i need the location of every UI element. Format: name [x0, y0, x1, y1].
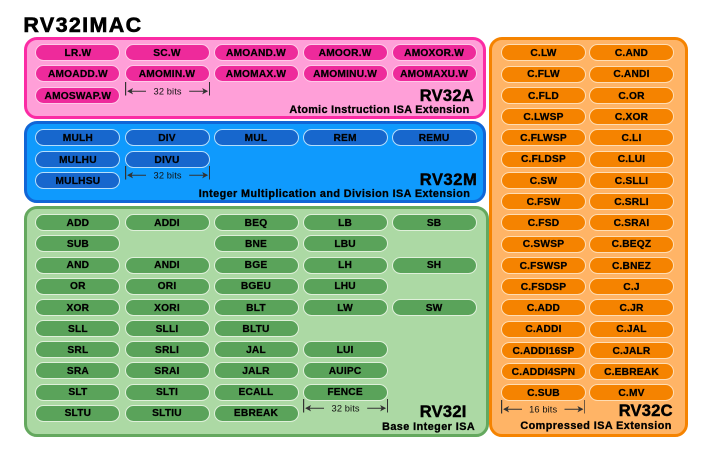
- svg-text:32 bits: 32 bits: [153, 170, 181, 180]
- svg-text:32 bits: 32 bits: [331, 403, 359, 413]
- svg-text:32 bits: 32 bits: [153, 86, 181, 96]
- svg-text:16 bits: 16 bits: [529, 405, 557, 415]
